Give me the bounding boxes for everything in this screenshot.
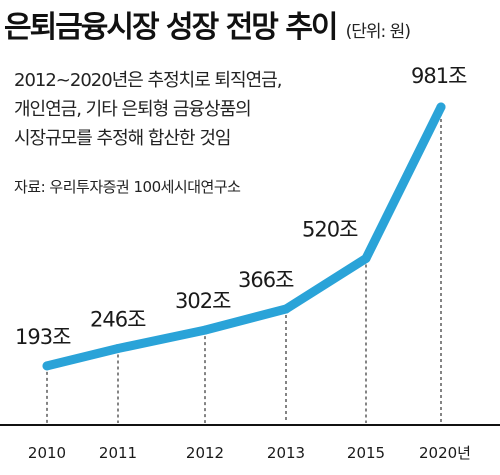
x-tick-label-2010: 2010	[28, 444, 66, 462]
data-label-2020년: 981조	[411, 64, 467, 88]
note-line: 2012~2020년은 추정치로 퇴직연금,	[14, 70, 282, 91]
data-label-2013: 366조	[238, 268, 294, 292]
data-label-2010: 193조	[15, 325, 71, 349]
unit-label: (단위: 원)	[345, 22, 411, 42]
chart-note: 2012~2020년은 추정치로 퇴직연금, 개인연금, 기타 은퇴형 금융상품…	[14, 66, 384, 153]
data-label-2015: 520조	[302, 217, 358, 241]
data-point-2010	[42, 361, 52, 371]
note-line: 개인연금, 기타 은퇴형 금융상품의	[14, 99, 252, 120]
data-label-2011: 246조	[90, 307, 146, 331]
x-tick-label-2015: 2015	[347, 444, 385, 462]
x-tick-label-2013: 2013	[267, 444, 305, 462]
x-tick-label-2020년: 2020년	[419, 444, 471, 462]
chart-title: 은퇴금융시장 성장 전망 추이	[4, 10, 339, 45]
data-label-2012: 302조	[175, 289, 231, 313]
series-line	[42, 102, 446, 371]
x-tick-label-2012: 2012	[186, 444, 224, 462]
data-point-2011	[113, 343, 123, 353]
data-point-2013	[281, 304, 291, 314]
x-tick-label-2011: 2011	[99, 444, 137, 462]
note-line: 시장규모를 추정해 합산한 것임	[14, 128, 231, 149]
data-point-2020년	[436, 102, 446, 112]
data-point-2012	[200, 325, 210, 335]
source-note: 자료: 우리투자증권 100세시대연구소	[14, 178, 241, 196]
data-point-2015	[361, 253, 371, 263]
title-row: 은퇴금융시장 성장 전망 추이 (단위: 원)	[4, 2, 500, 48]
